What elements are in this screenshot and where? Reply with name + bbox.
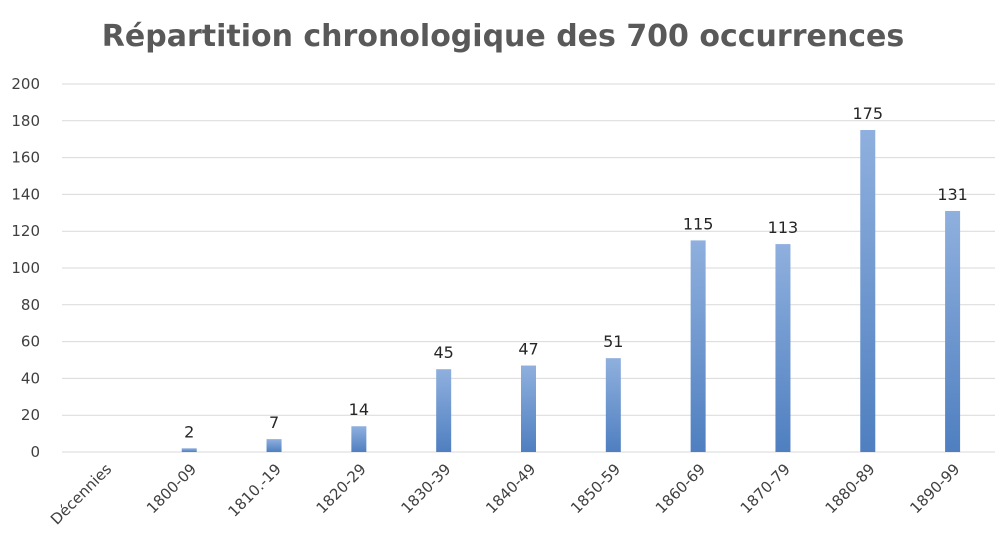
data-label: 115: [683, 214, 714, 233]
bar: [775, 244, 791, 452]
y-axis-ticks: 0 20 40 60 80 100 120 140 160 180 200: [11, 75, 40, 461]
data-label: 14: [349, 400, 369, 419]
bar: [436, 369, 452, 452]
y-tick-label: 60: [21, 333, 40, 351]
x-tick-label: 1830-39: [397, 460, 454, 517]
x-tick-label: 1850-59: [567, 460, 624, 517]
x-tick-label: 1810.-19: [224, 460, 284, 520]
bar: [605, 358, 621, 452]
y-tick-label: 100: [11, 259, 40, 277]
bar: [351, 426, 367, 452]
x-tick-label: 1870-79: [737, 460, 794, 517]
data-label: 47: [518, 340, 538, 359]
gridlines: [62, 83, 995, 453]
data-label: 45: [434, 343, 454, 362]
y-tick-label: 140: [11, 185, 40, 203]
y-tick-label: 200: [11, 75, 40, 93]
x-tick-label: 1800-09: [143, 460, 200, 517]
y-tick-label: 120: [11, 222, 40, 240]
x-axis-ticks: Décennies 1800-09 1810.-19 1820-29 1830-39 18…: [47, 460, 963, 528]
y-tick-label: 160: [11, 149, 40, 167]
data-label: 113: [768, 218, 799, 237]
y-tick-label: 0: [30, 443, 40, 461]
x-tick-label: 1820-29: [313, 460, 370, 517]
data-label: 7: [269, 413, 279, 432]
y-tick-label: 180: [11, 112, 40, 130]
bars: [181, 130, 961, 452]
x-tick-label: Décennies: [47, 460, 115, 528]
x-tick-label: 1880-89: [822, 460, 879, 517]
x-tick-label: 1890-99: [906, 460, 963, 517]
bar: [521, 365, 536, 452]
data-label: 2: [184, 422, 194, 441]
data-label: 51: [603, 332, 623, 351]
y-tick-label: 80: [21, 296, 40, 314]
x-tick-label: 1860-69: [652, 460, 709, 517]
bar: [945, 210, 961, 452]
data-labels: 2 7 14 45 47 51 115 113 175 131: [184, 104, 968, 441]
y-tick-label: 40: [21, 369, 40, 387]
chart-title: Répartition chronologique des 700 occurr…: [102, 19, 904, 54]
x-tick-label: 1840-49: [482, 460, 539, 517]
data-label: 175: [852, 104, 883, 123]
y-tick-label: 20: [21, 406, 40, 424]
bar: [181, 448, 197, 452]
data-label: 131: [937, 185, 968, 204]
bar: [690, 240, 706, 452]
bar: [266, 439, 282, 452]
bar: [860, 130, 876, 452]
